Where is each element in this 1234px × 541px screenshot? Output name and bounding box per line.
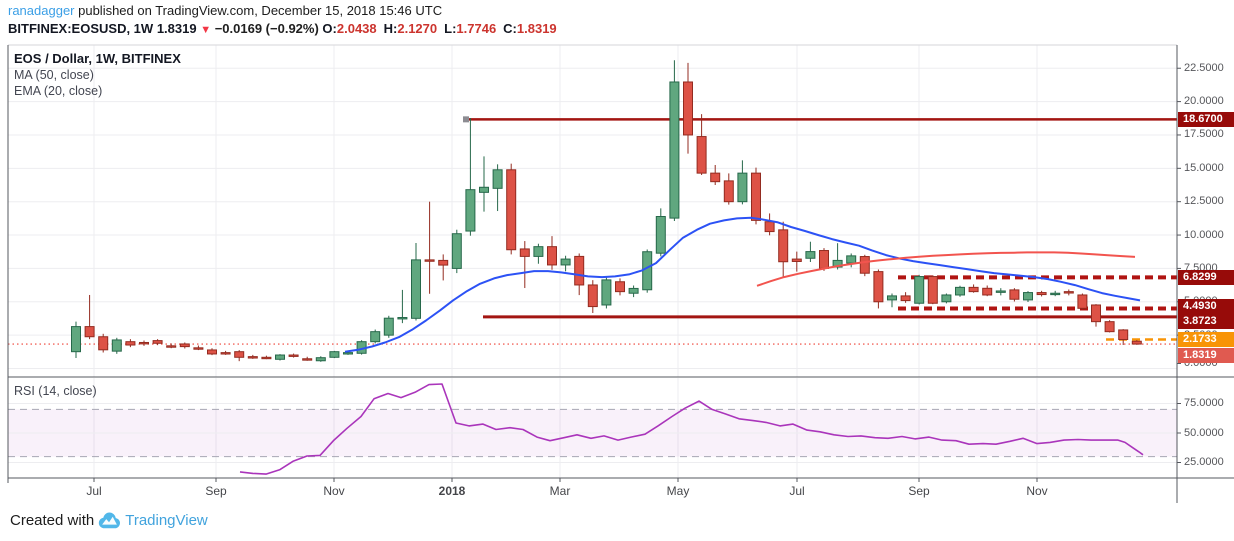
close-label: C: xyxy=(503,21,517,36)
time-axis[interactable] xyxy=(8,478,1177,503)
published-text: published on TradingView.com, December 1… xyxy=(74,3,443,18)
symbol-text: BITFINEX:EOSUSD, 1W xyxy=(8,21,154,36)
attribution-line: ranadagger published on TradingView.com,… xyxy=(8,3,442,18)
low-value: 1.7746 xyxy=(456,21,497,36)
tradingview-logo-icon[interactable] xyxy=(98,510,121,530)
close-value: 1.8319 xyxy=(516,21,557,36)
tradingview-brand-link[interactable]: TradingView xyxy=(125,511,208,529)
author-link[interactable]: ranadagger xyxy=(8,3,75,18)
created-with-text: Created with xyxy=(10,511,95,529)
open-value: 2.0438 xyxy=(336,21,377,36)
high-value: 2.1270 xyxy=(397,21,438,36)
down-arrow-icon: ▼ xyxy=(200,24,212,36)
legend-symbol-title[interactable]: EOS / Dollar, 1W, BITFINEX xyxy=(14,51,181,66)
legend-ema20[interactable]: EMA (20, close) xyxy=(14,84,103,98)
low-label: L: xyxy=(444,21,457,36)
last-price: 1.8319 xyxy=(156,21,197,36)
legend-ma50[interactable]: MA (50, close) xyxy=(14,68,94,82)
price-axis[interactable] xyxy=(1177,45,1234,478)
footer: Created with TradingView xyxy=(10,510,208,530)
symbol-ohlc-line: BITFINEX:EOSUSD, 1W 1.8319 ▼ −0.0169 (−0… xyxy=(8,21,564,36)
chart-legend: EOS / Dollar, 1W, BITFINEX MA (50, close… xyxy=(14,50,181,99)
open-label: O: xyxy=(322,21,337,36)
change-text: −0.0169 (−0.92%) xyxy=(214,21,319,36)
high-label: H: xyxy=(383,21,398,36)
rsi-indicator-label[interactable]: RSI (14, close) xyxy=(14,384,97,398)
